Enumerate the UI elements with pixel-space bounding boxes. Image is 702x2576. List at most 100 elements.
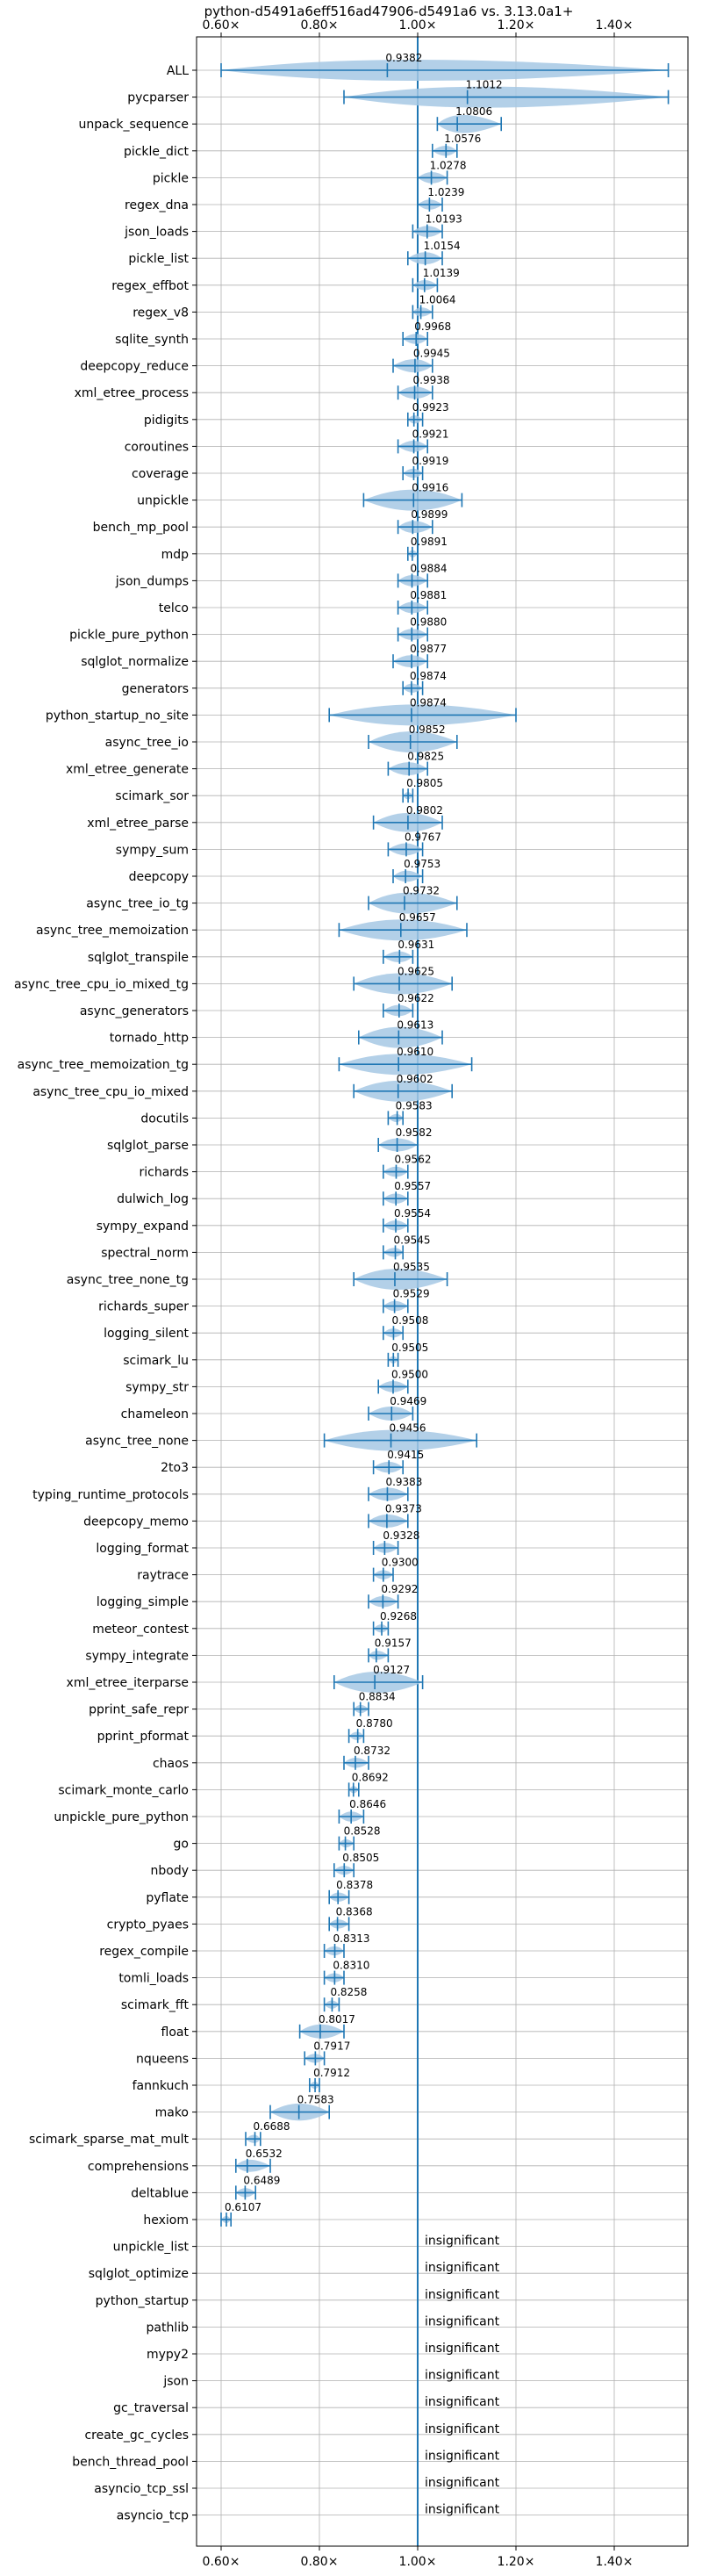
benchmark-label: nqueens bbox=[136, 2052, 189, 2066]
benchmark-label: async_tree_io bbox=[105, 736, 189, 750]
x-tick-label-top: 0.80× bbox=[301, 18, 339, 32]
mean-value-label: 0.9505 bbox=[391, 1342, 428, 1354]
benchmark-label: 2to3 bbox=[161, 1461, 189, 1475]
benchmark-label: sqlglot_parse bbox=[107, 1139, 189, 1153]
mean-value-label: 0.8505 bbox=[342, 1852, 379, 1864]
benchmark-label: sympy_integrate bbox=[85, 1649, 189, 1663]
benchmark-label: pathlib bbox=[147, 2321, 190, 2335]
mean-value-label: 0.9753 bbox=[404, 858, 441, 870]
benchmark-label: async_tree_cpu_io_mixed_tg bbox=[14, 977, 189, 991]
x-tick-label-top: 0.60× bbox=[203, 18, 240, 32]
benchmark-label: pickle_dict bbox=[124, 145, 190, 159]
mean-value-label: 0.9968 bbox=[414, 320, 451, 333]
benchmark-label: sqlglot_optimize bbox=[89, 2267, 189, 2281]
mean-value-label: 0.9732 bbox=[403, 885, 440, 897]
mean-value-label: 0.9625 bbox=[398, 965, 434, 977]
benchmark-label: deltablue bbox=[131, 2186, 189, 2200]
insignificant-label: insignificant bbox=[425, 2395, 500, 2409]
mean-value-label: 0.9583 bbox=[396, 1099, 433, 1112]
mean-value-label: 0.8368 bbox=[336, 1905, 373, 1918]
mean-value-label: 1.0278 bbox=[430, 159, 467, 171]
benchmark-label: async_tree_memoization_tg bbox=[18, 1058, 189, 1072]
benchmark-label: regex_effbot bbox=[111, 279, 189, 293]
benchmark-label: bench_mp_pool bbox=[93, 521, 189, 535]
benchmark-label: gc_traversal bbox=[113, 2401, 189, 2415]
benchmark-label: sqlite_synth bbox=[115, 333, 189, 347]
mean-value-label: 0.9157 bbox=[375, 1637, 412, 1649]
chart-title: python-d5491a6eff516ad47906-d5491a6 vs. … bbox=[204, 4, 574, 19]
benchmark-label: xml_etree_parse bbox=[87, 817, 189, 831]
mean-value-label: 1.0806 bbox=[455, 105, 492, 118]
mean-value-label: 0.9373 bbox=[385, 1502, 422, 1515]
benchmark-label: raytrace bbox=[137, 1569, 189, 1583]
mean-value-label: 0.8258 bbox=[330, 1986, 367, 1998]
mean-value-label: 0.6688 bbox=[254, 2120, 290, 2133]
mean-value-label: 0.9545 bbox=[394, 1234, 431, 1246]
benchmark-label: typing_runtime_protocols bbox=[32, 1488, 189, 1502]
benchmark-label: sympy_str bbox=[125, 1380, 189, 1394]
mean-value-label: 0.8313 bbox=[333, 1932, 370, 1945]
mean-value-label: 0.9582 bbox=[396, 1126, 433, 1139]
benchmark-label: pickle bbox=[153, 171, 189, 185]
benchmark-label: tornado_http bbox=[110, 1032, 189, 1046]
x-tick-label-bottom: 1.20× bbox=[498, 2555, 535, 2569]
benchmark-label: pprint_safe_repr bbox=[89, 1703, 189, 1717]
benchmark-label: async_tree_memoization bbox=[36, 924, 189, 938]
benchmark-label: asyncio_tcp bbox=[117, 2509, 189, 2523]
insignificant-label: insignificant bbox=[425, 2234, 500, 2249]
mean-value-label: 1.0193 bbox=[426, 213, 462, 226]
benchmark-label: regex_dna bbox=[125, 198, 189, 212]
mean-value-label: 0.8780 bbox=[356, 1717, 393, 1730]
x-tick-label-bottom: 1.00× bbox=[399, 2555, 437, 2569]
benchmark-label: crypto_pyaes bbox=[107, 1918, 189, 1932]
benchmark-label: unpack_sequence bbox=[79, 118, 189, 132]
benchmark-label: sympy_sum bbox=[116, 843, 189, 857]
benchmark-label: scimark_sparse_mat_mult bbox=[29, 2133, 189, 2147]
benchmark-label: xml_etree_generate bbox=[66, 763, 189, 777]
benchmark-label: dulwich_log bbox=[117, 1192, 189, 1206]
benchmark-label: deepcopy bbox=[129, 870, 189, 884]
benchmark-label: xml_etree_iterparse bbox=[67, 1676, 189, 1690]
mean-value-label: 0.9415 bbox=[387, 1449, 424, 1461]
mean-value-label: 0.9852 bbox=[409, 723, 446, 736]
mean-value-label: 0.6532 bbox=[246, 2148, 283, 2160]
mean-value-label: 0.9554 bbox=[394, 1207, 431, 1220]
benchmark-label: async_tree_io_tg bbox=[86, 897, 189, 911]
x-tick-label-bottom: 1.40× bbox=[596, 2555, 634, 2569]
mean-value-label: 0.7917 bbox=[313, 2040, 350, 2052]
insignificant-label: insignificant bbox=[425, 2476, 500, 2490]
benchmark-label: create_gc_cycles bbox=[84, 2428, 189, 2443]
benchmark-label: python_startup_no_site bbox=[46, 709, 189, 723]
benchmark-label: meteor_contest bbox=[92, 1623, 189, 1637]
mean-value-label: 0.8692 bbox=[352, 1771, 389, 1783]
benchmark-label: chameleon bbox=[121, 1407, 189, 1421]
benchmark-label: scimark_monte_carlo bbox=[58, 1783, 189, 1797]
mean-value-label: 0.9884 bbox=[411, 562, 448, 574]
benchmark-label: mako bbox=[155, 2106, 189, 2120]
benchmark-label: telco bbox=[159, 601, 189, 615]
mean-value-label: 0.7583 bbox=[297, 2094, 334, 2106]
benchmark-label: python_startup bbox=[96, 2294, 189, 2308]
benchmark-label: pycparser bbox=[127, 91, 189, 105]
benchmark-label: async_tree_none_tg bbox=[67, 1273, 189, 1287]
mean-value-label: 0.9874 bbox=[410, 670, 447, 682]
benchmark-label: json bbox=[162, 2375, 189, 2389]
benchmark-label: json_dumps bbox=[115, 574, 189, 588]
benchmark-label: pprint_pformat bbox=[97, 1730, 190, 1744]
mean-value-label: 1.0239 bbox=[427, 186, 464, 198]
mean-value-label: 0.9657 bbox=[399, 911, 436, 924]
x-tick-label-top: 1.00× bbox=[399, 18, 437, 32]
benchmark-label: json_loads bbox=[124, 226, 189, 240]
mean-value-label: 0.9268 bbox=[380, 1610, 417, 1623]
benchmark-label: logging_simple bbox=[97, 1595, 189, 1609]
benchmark-label: go bbox=[174, 1838, 189, 1852]
benchmark-label: docutils bbox=[140, 1112, 189, 1126]
mean-value-label: 0.8528 bbox=[344, 1825, 381, 1838]
insignificant-label: insignificant bbox=[425, 2449, 500, 2463]
mean-value-label: 0.9383 bbox=[385, 1476, 422, 1488]
benchmark-label: xml_etree_process bbox=[75, 386, 189, 400]
mean-value-label: 0.9881 bbox=[410, 589, 447, 601]
mean-value-label: 0.9825 bbox=[407, 751, 444, 763]
insignificant-label: insignificant bbox=[425, 2342, 500, 2356]
mean-value-label: 0.9508 bbox=[391, 1314, 428, 1327]
